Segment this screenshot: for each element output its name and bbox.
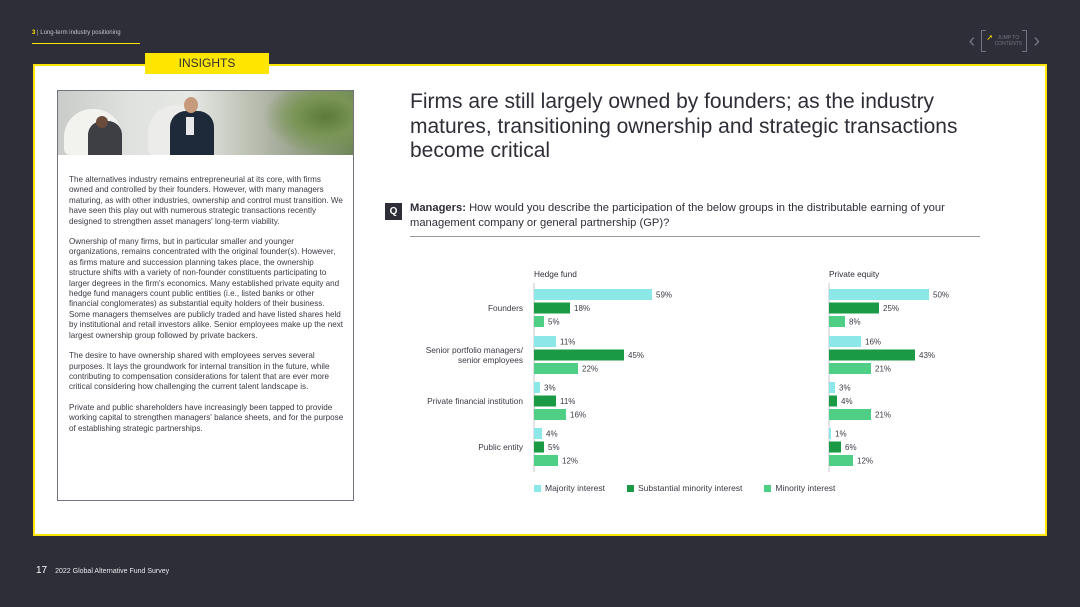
legend-item-majority: Majority interest [534,483,605,493]
jump-to-contents-label: JUMP TO CONTENTS [994,35,1023,47]
section-underline [32,43,140,44]
data-label: 25% [883,304,899,313]
bar-private-equity [829,302,879,314]
bar-hedge-fund [534,349,624,361]
data-label: 8% [849,318,861,327]
bar-private-equity [829,289,929,300]
section-breadcrumb: 3 | Long-term industry positioning [32,30,121,36]
insights-card: The alternatives industry remains entrep… [57,90,354,501]
bar-private-equity [829,428,831,439]
category-label: Public entity [478,442,524,452]
insights-paragraph: The alternatives industry remains entrep… [69,175,343,226]
category-label: Founders [488,303,523,313]
bar-hedge-fund [534,409,566,420]
data-label: 11% [560,338,575,347]
data-label: 3% [839,384,851,393]
page-headline: Firms are still largely owned by founder… [410,90,958,162]
question-badge: Q [385,203,402,220]
bar-hedge-fund [534,289,652,300]
bar-private-equity [829,441,841,453]
section-number: 3 [32,30,36,36]
bar-private-equity [829,455,853,466]
bar-hedge-fund [534,382,540,393]
survey-question: Managers: How would you describe the par… [410,201,980,231]
legend-item-minority: Minority interest [764,483,835,493]
page-navigation: ‹ ➚ JUMP TO CONTENTS › [969,30,1040,52]
data-label: 3% [544,384,556,393]
panel-title: Private equity [829,269,880,279]
insights-paragraph: The desire to have ownership shared with… [69,351,330,392]
category-label: Private financial institution [427,396,523,406]
bar-hedge-fund [534,441,544,453]
bar-private-equity [829,316,845,327]
data-label: 45% [628,351,644,360]
bar-hedge-fund [534,428,542,439]
bar-private-equity [829,395,837,407]
insights-tab: INSIGHTS [145,53,269,74]
footer-title: 2022 Global Alternative Fund Survey [55,568,170,575]
chevron-right-icon[interactable]: › [1033,30,1040,52]
arrow-icon: ➚ [986,33,994,42]
data-label: 21% [875,411,891,420]
data-label: 4% [546,430,558,439]
data-label: 21% [875,365,891,374]
data-label: 5% [548,443,560,452]
legend-item-substantial: Substantial minority interest [627,483,742,493]
data-label: 11% [560,397,575,406]
bar-hedge-fund [534,363,578,374]
page-number: 17 [36,565,48,576]
data-label: 5% [548,318,560,327]
data-label: 4% [841,397,853,406]
insights-paragraph: Ownership of many firms, but in particul… [69,237,343,340]
insights-text: The alternatives industry remains entrep… [69,175,345,444]
data-label: 12% [857,457,873,466]
question-lead: Managers: [410,202,466,214]
data-label: 6% [845,443,857,452]
bar-hedge-fund [534,336,556,347]
bar-private-equity [829,349,915,361]
bar-private-equity [829,409,871,420]
question-text: How would you describe the participation… [410,202,945,229]
data-label: 59% [656,291,672,300]
data-label: 1% [835,430,847,439]
bar-hedge-fund [534,455,558,466]
bar-hedge-fund [534,316,544,327]
section-separator: | [37,30,39,36]
category-label: Senior portfolio managers/senior employe… [426,345,524,365]
chart-legend: Majority interest Substantial minority i… [534,483,835,493]
data-label: 12% [562,457,578,466]
business-people-photo [58,91,353,155]
data-label: 22% [582,365,598,374]
data-label: 16% [570,411,586,420]
data-label: 43% [919,351,935,360]
page-footer: 17 2022 Global Alternative Fund Survey [36,565,169,576]
bar-hedge-fund [534,302,570,314]
question-divider [410,236,980,237]
data-label: 50% [933,291,949,300]
section-title: Long-term industry positioning [40,30,121,36]
data-label: 18% [574,304,590,313]
panel-title: Hedge fund [534,269,577,279]
bar-private-equity [829,336,861,347]
data-label: 16% [865,338,881,347]
jump-to-contents-button[interactable]: ➚ JUMP TO CONTENTS [981,30,1028,52]
bar-hedge-fund [534,395,556,407]
chevron-left-icon[interactable]: ‹ [968,30,976,52]
bar-private-equity [829,382,835,393]
bar-private-equity [829,363,871,374]
insights-paragraph: Private and public shareholders have inc… [69,402,344,433]
